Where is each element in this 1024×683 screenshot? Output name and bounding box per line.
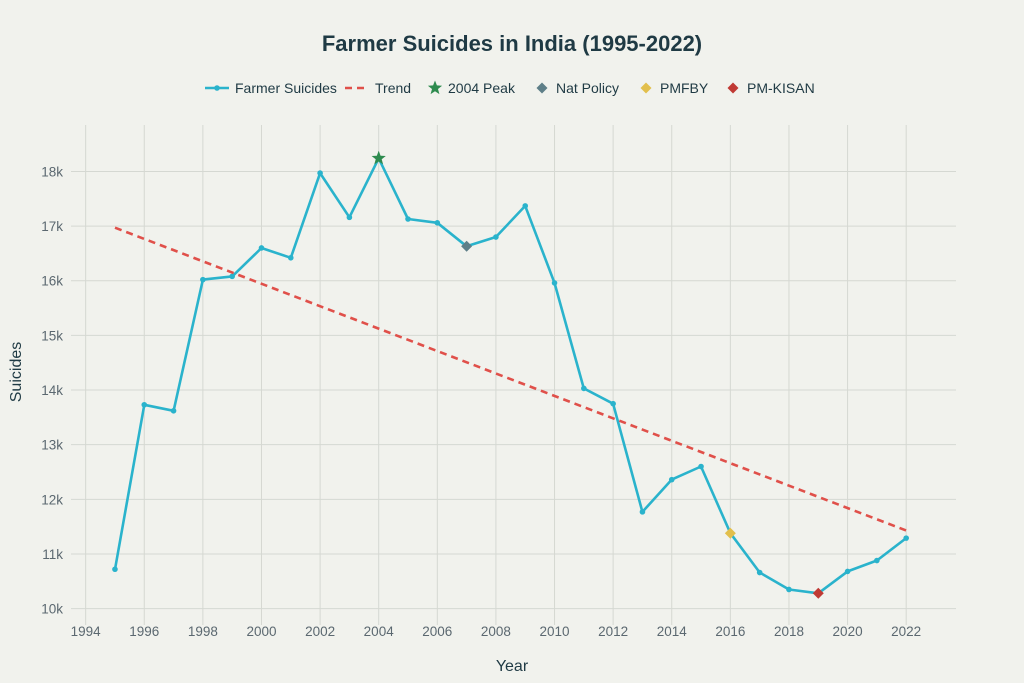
y-tick-label: 16k <box>41 274 63 289</box>
x-tick-label: 2010 <box>540 624 570 639</box>
plot-area <box>112 150 909 599</box>
x-tick-label: 2004 <box>364 624 395 639</box>
farmer-suicides-point <box>170 407 177 414</box>
2004-peak-marker <box>371 150 386 165</box>
farmer-suicides-point <box>346 214 353 221</box>
y-tick-label: 10k <box>41 602 63 617</box>
y-axis-title: Suicides <box>8 342 25 402</box>
farmer-suicides-point <box>903 535 909 541</box>
farmer-suicides-point <box>141 401 148 408</box>
y-tick-label: 14k <box>41 383 63 398</box>
axis-ticks: 1994 1996 1998 2000 2002 2004 2006 2008 2010 2012… <box>41 164 921 639</box>
farmer-suicides-point <box>200 276 206 283</box>
legend-label: Trend <box>375 80 411 96</box>
legend-label: Nat Policy <box>556 80 619 96</box>
star-icon <box>427 80 443 95</box>
legend-label: PMFBY <box>660 80 709 96</box>
legend-label: Farmer Suicides <box>235 80 337 96</box>
x-tick-label: 2008 <box>481 624 511 639</box>
farmer-suicides-point <box>258 245 265 251</box>
farmer-suicides-point <box>581 385 587 392</box>
farmer-suicides-point <box>844 568 851 575</box>
farmer-suicides-point <box>551 280 558 286</box>
x-tick-label: 1998 <box>188 624 218 639</box>
farmer-suicides-point <box>756 569 763 576</box>
trend-line <box>114 226 907 532</box>
pm-kisan-marker <box>812 587 824 599</box>
x-tick-label: 2002 <box>305 624 335 639</box>
farmer-suicides-point <box>698 463 704 470</box>
legend-label: PM-KISAN <box>747 80 815 96</box>
x-tick-label: 1994 <box>71 624 102 639</box>
farmer-suicides-point <box>229 273 235 280</box>
y-tick-label: 15k <box>41 328 63 343</box>
legend-item-nat-policy: Nat Policy <box>536 80 619 96</box>
diamond-icon <box>536 82 548 94</box>
legend-item-farmer-suicides: Farmer Suicides <box>205 80 337 96</box>
x-tick-label: 2014 <box>657 624 688 639</box>
chart-title: Farmer Suicides in India (1995-2022) <box>322 31 702 56</box>
farmer-suicides-line <box>113 157 907 595</box>
diamond-icon <box>640 82 652 94</box>
legend-label: 2004 Peak <box>448 80 516 96</box>
y-tick-label: 12k <box>41 492 63 507</box>
farmer-suicides-point <box>874 557 880 564</box>
farmer-suicides-point <box>522 203 529 209</box>
legend-item-pmfby: PMFBY <box>640 80 709 96</box>
legend-item-pm-kisan: PM-KISAN <box>727 80 815 96</box>
farmer-suicides-point <box>668 476 675 483</box>
farmer-suicides-point <box>112 566 118 573</box>
y-tick-label: 11k <box>42 547 63 562</box>
farmer-suicides-point <box>786 586 792 593</box>
y-tick-label: 18k <box>41 164 63 179</box>
grid <box>71 125 956 625</box>
x-tick-label: 2022 <box>891 624 921 639</box>
farmer-suicides-point <box>434 220 441 226</box>
x-axis-title: Year <box>496 658 529 675</box>
x-tick-label: 2020 <box>833 624 863 639</box>
legend-item-2004-peak: 2004 Peak <box>427 80 516 96</box>
x-tick-label: 2000 <box>246 624 276 639</box>
legend-swatch-marker <box>214 85 220 91</box>
farmer-suicides-point <box>610 400 616 407</box>
y-tick-label: 17k <box>41 219 63 234</box>
y-tick-label: 13k <box>41 438 63 453</box>
x-tick-label: 2012 <box>598 624 628 639</box>
x-tick-label: 2018 <box>774 624 804 639</box>
farmer-suicides-point <box>287 254 294 261</box>
pmfby-marker <box>724 527 736 539</box>
diamond-icon <box>727 82 739 94</box>
legend-item-trend: Trend <box>345 80 411 96</box>
nat-policy-marker <box>461 240 473 252</box>
farmer-suicides-point <box>639 509 646 515</box>
x-tick-label: 2006 <box>422 624 452 639</box>
farmer-suicides-point <box>493 234 499 240</box>
x-tick-label: 1996 <box>129 624 159 639</box>
x-tick-label: 2016 <box>715 624 745 639</box>
farmer-suicides-point <box>317 170 323 176</box>
legend: Farmer Suicides Trend 2004 Peak Nat Policy P… <box>205 80 815 96</box>
farmer-suicides-point <box>405 216 411 222</box>
